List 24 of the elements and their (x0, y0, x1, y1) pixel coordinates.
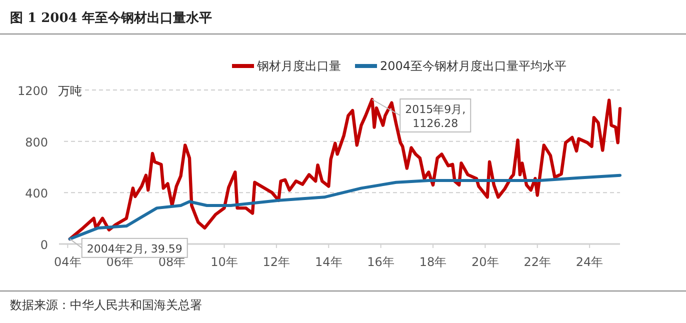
x-tick-label: 12年 (262, 255, 290, 269)
x-tick-label: 22年 (524, 255, 552, 269)
y-tick-label: 800 (25, 135, 48, 150)
annotation: 2004年2月, 39.59 (86, 242, 182, 256)
legend-label: 2004至今钢材月度出口量平均水平 (380, 59, 567, 73)
y-axis-title: 万吨 (58, 84, 82, 98)
x-tick-label: 20年 (472, 255, 499, 269)
line-series (68, 98, 622, 241)
x-tick-label: 14年 (314, 255, 342, 269)
x-tick-label: 18年 (419, 255, 447, 269)
y-tick-label: 1200 (17, 84, 48, 98)
annotation: 2015年9月, 1126.28 (405, 102, 466, 130)
line-series (68, 174, 622, 240)
chart-title: 图 1 2004 年至今钢材出口量水平 (10, 11, 212, 26)
x-tick-label: 16年 (367, 255, 394, 269)
x-tick-label: 10年 (210, 255, 238, 269)
y-tick-label: 0 (40, 238, 48, 252)
source-note: 数据来源：中华人民共和国海关总署 (10, 298, 202, 312)
x-tick-label: 04年 (54, 255, 82, 269)
x-tick-label: 24年 (576, 255, 604, 269)
y-tick-label: 400 (25, 186, 48, 201)
x-tick-label: 08年 (158, 255, 186, 269)
legend-label: 钢材月度出口量 (256, 59, 341, 73)
x-tick-label: 06年 (106, 255, 134, 269)
